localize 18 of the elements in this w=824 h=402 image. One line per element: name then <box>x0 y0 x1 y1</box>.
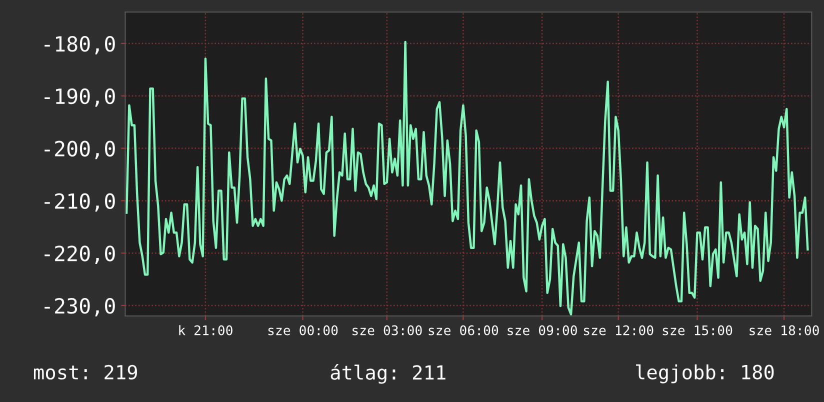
x-tick-label: sze 12:00 <box>584 325 654 336</box>
y-tick-label: -200,0 <box>44 140 115 160</box>
x-tick-label: sze 00:00 <box>268 325 338 336</box>
y-tick-label: -180,0 <box>44 36 115 54</box>
y-tick-label: -190,0 <box>44 88 115 107</box>
x-tick-label: k 21:00 <box>179 325 232 336</box>
y-tick-label: -210,0 <box>44 193 115 212</box>
y-tick-label: -230,0 <box>44 298 115 316</box>
line-series <box>125 40 809 316</box>
x-tick-label: sze 15:00 <box>662 325 732 336</box>
text: legjobb: 180 <box>636 364 774 384</box>
x-tick-label: sze 06:00 <box>428 325 498 336</box>
y-tick-label: -220,0 <box>44 246 115 264</box>
x-tick-label: sze 03:00 <box>352 325 422 336</box>
x-tick-label: sze 09:00 <box>508 325 577 336</box>
text: most: 219 <box>34 364 137 380</box>
x-tick-label: sze 18:00 <box>750 325 819 336</box>
text: átlag: 211 <box>330 364 446 384</box>
